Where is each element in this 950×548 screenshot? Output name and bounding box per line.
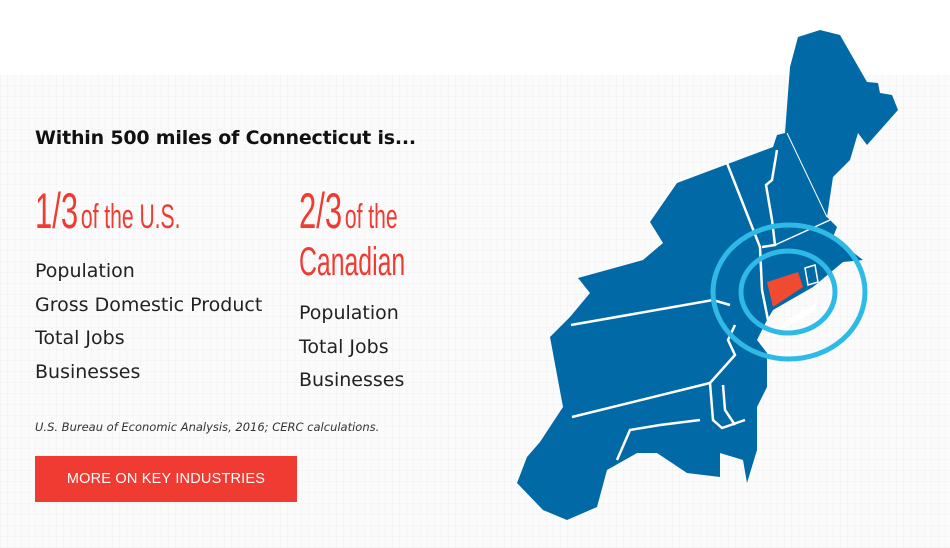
inner-radius-ring <box>738 248 838 336</box>
canada-list: Population Total Jobs Businesses <box>299 297 404 398</box>
more-on-key-industries-button[interactable]: MORE ON KEY INDUSTRIES <box>35 456 297 502</box>
list-item: Gross Domestic Product <box>35 293 263 316</box>
list-item: Businesses <box>35 360 141 383</box>
page-title: Within 500 miles of Connecticut is... <box>35 127 416 149</box>
us-label: of the U.S. <box>80 198 181 236</box>
us-list: Population Gross Domestic Product Total … <box>35 255 262 389</box>
canada-fraction: 2/3 <box>299 183 343 239</box>
list-item: Total Jobs <box>299 335 389 358</box>
list-item: Population <box>35 260 135 282</box>
canada-headline: 2/3 of the <box>299 186 398 236</box>
canada-headline-line2: Canadian <box>299 242 405 282</box>
list-item: Total Jobs <box>35 327 125 349</box>
northeast-region <box>517 30 898 520</box>
source-note: U.S. Bureau of Economic Analysis, 2016; … <box>35 420 380 434</box>
list-item: Population <box>299 302 399 324</box>
us-headline: 1/3 of the U.S. <box>35 186 180 236</box>
rhode-island <box>804 264 819 286</box>
canada-label-line1: of the <box>344 198 398 236</box>
connecticut <box>767 272 803 307</box>
us-fraction: 1/3 <box>35 183 79 239</box>
list-item: Businesses <box>299 369 405 391</box>
long-island <box>770 303 817 335</box>
outer-radius-ring <box>710 222 868 362</box>
canada-label-line2: Canadian <box>299 240 406 284</box>
